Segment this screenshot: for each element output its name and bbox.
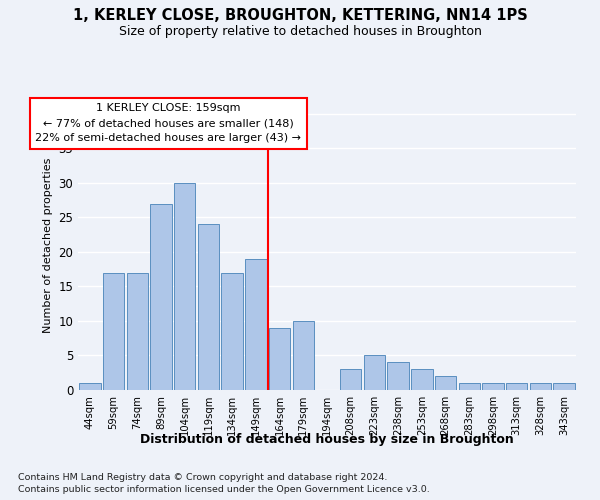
- Bar: [553, 383, 575, 390]
- Text: Distribution of detached houses by size in Broughton: Distribution of detached houses by size …: [140, 432, 514, 446]
- Bar: [340, 370, 361, 390]
- Bar: [388, 362, 409, 390]
- Bar: [293, 321, 314, 390]
- Text: Contains HM Land Registry data © Crown copyright and database right 2024.: Contains HM Land Registry data © Crown c…: [18, 472, 388, 482]
- Bar: [79, 383, 101, 390]
- Bar: [151, 204, 172, 390]
- Bar: [364, 356, 385, 390]
- Text: 1 KERLEY CLOSE: 159sqm
← 77% of detached houses are smaller (148)
22% of semi-de: 1 KERLEY CLOSE: 159sqm ← 77% of detached…: [35, 104, 301, 143]
- Bar: [269, 328, 290, 390]
- Bar: [411, 370, 433, 390]
- Bar: [506, 383, 527, 390]
- Bar: [458, 383, 480, 390]
- Bar: [174, 183, 196, 390]
- Bar: [103, 272, 124, 390]
- Bar: [221, 272, 243, 390]
- Text: Contains public sector information licensed under the Open Government Licence v3: Contains public sector information licen…: [18, 485, 430, 494]
- Bar: [482, 383, 503, 390]
- Bar: [198, 224, 219, 390]
- Bar: [530, 383, 551, 390]
- Bar: [127, 272, 148, 390]
- Text: 1, KERLEY CLOSE, BROUGHTON, KETTERING, NN14 1PS: 1, KERLEY CLOSE, BROUGHTON, KETTERING, N…: [73, 8, 527, 22]
- Bar: [245, 259, 266, 390]
- Text: Size of property relative to detached houses in Broughton: Size of property relative to detached ho…: [119, 25, 481, 38]
- Bar: [435, 376, 456, 390]
- Y-axis label: Number of detached properties: Number of detached properties: [43, 158, 53, 332]
